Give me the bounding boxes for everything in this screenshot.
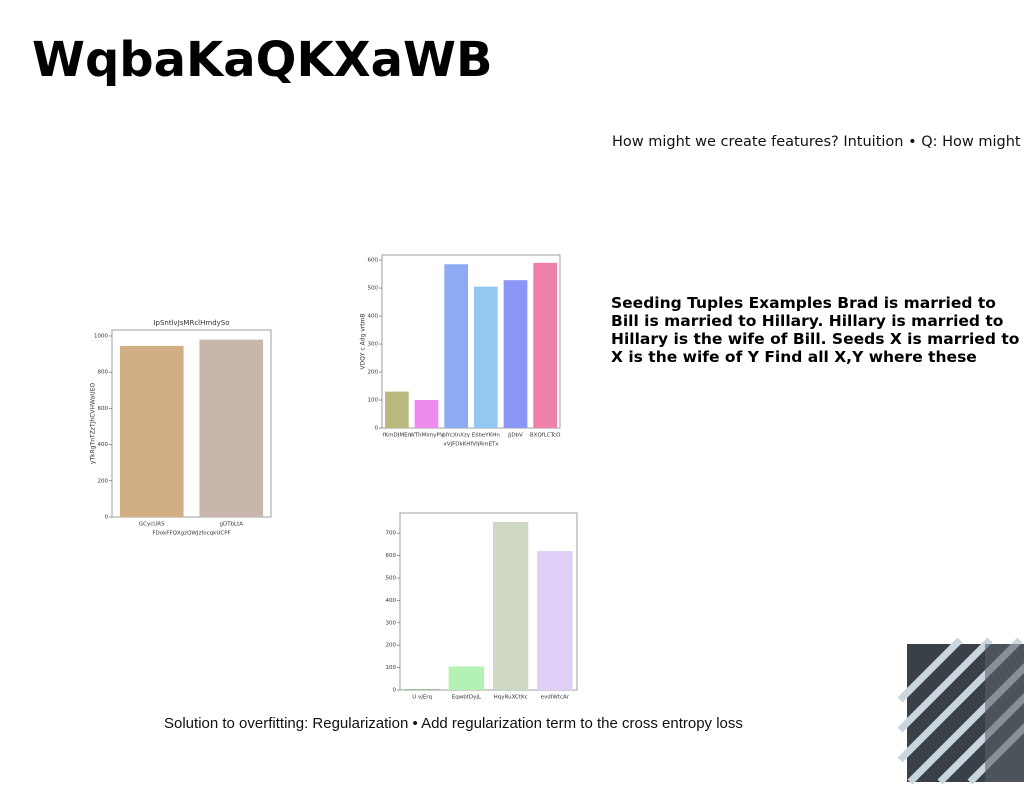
bar [199,339,264,517]
bar [492,521,529,690]
bar [404,689,440,690]
x-tick-label: BXQfLCTcO [530,433,561,439]
y-tick-label: 400 [386,598,397,604]
bar [503,280,528,428]
y-tick-label: 500 [368,286,379,292]
y-tick-label: 0 [105,515,109,521]
y-tick-label: 200 [98,478,109,484]
y-tick-label: 400 [98,442,109,448]
y-tick-label: 200 [386,643,397,649]
x-tick-label: fKmDJMEn [383,433,412,439]
y-tick-label: 700 [386,531,397,537]
y-tick-label: 0 [393,688,397,694]
y-axis-label: VDQY c Adg vrtmB [360,313,367,369]
y-axis-label: yTkRgTnTZzTJhCVHWaUEO [90,383,97,465]
y-tick-label: 300 [368,342,379,348]
y-tick-label: 100 [368,398,379,404]
bar [537,551,573,690]
photo [897,637,1024,785]
y-tick-label: 200 [368,370,379,376]
x-tick-label: HqyRuXCtKc [494,695,528,701]
x-tick-label: JjDbV [507,433,523,439]
x-tick-label: U vjErq [412,695,432,701]
chart-title: IpSntlvJsMRclHmdySo [153,319,229,327]
seeding-text: Seeding Tuples Examples Brad is married … [611,294,1020,366]
bar [444,264,469,428]
x-tick-label: GCycURS [139,522,165,528]
y-tick-label: 600 [98,406,109,412]
y-tick-label: 400 [368,314,379,320]
y-tick-label: 300 [386,620,397,626]
bar [533,262,558,428]
x-tick-label: pfrcXnXzy [442,433,471,439]
x-axis-label: FDokFFQXgzQWJzfocqkUCPF [152,531,230,537]
intro-text: How might we create features? Intuition … [612,134,1024,150]
y-tick-label: 100 [386,665,397,671]
bar [414,400,439,428]
y-tick-label: 500 [386,575,397,581]
plot-frame [381,254,561,429]
y-tick-label: 800 [98,370,109,376]
x-tick-label: EqwbtDyjL [452,695,482,701]
bar [384,391,409,428]
x-tick-label: WThMimyPV [409,433,443,439]
y-tick-label: 0 [375,426,379,432]
bar [473,286,498,428]
x-tick-label: EIibeYKHn [472,433,501,439]
x-tick-label: evdIWtcAr [541,695,570,701]
slide-title: WqbaKaQKXaWB [32,32,493,88]
x-axis-label: xVJFDkKHfVIjRmETx [443,442,499,448]
footer-text: Solution to overfitting: Regularization … [164,715,743,732]
bar [119,345,184,517]
bar [448,666,485,690]
y-tick-label: 600 [368,258,379,264]
x-tick-label: gDTbLtA [219,522,243,528]
y-tick-label: 600 [386,553,397,559]
y-tick-label: 1000 [94,333,108,339]
